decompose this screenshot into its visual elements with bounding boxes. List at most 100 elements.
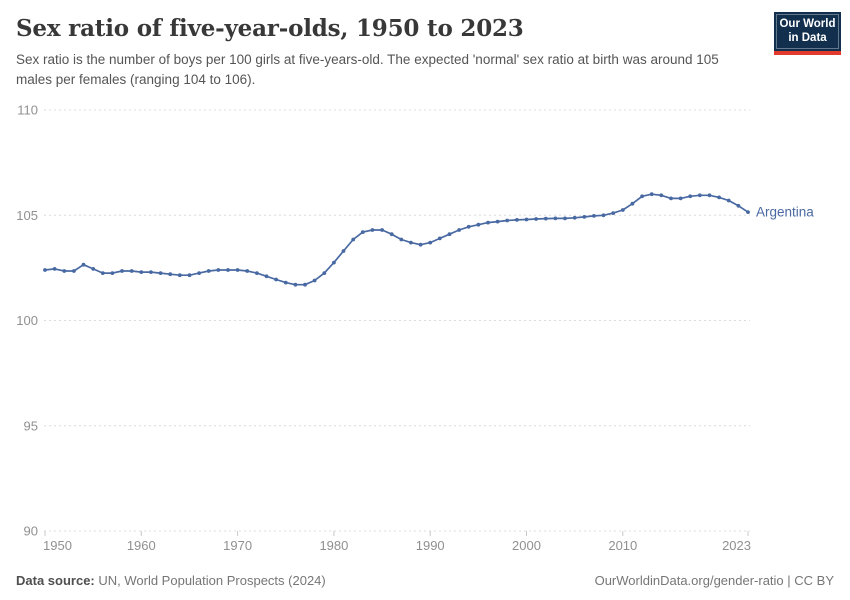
chart-footer: Data source: UN, World Population Prospe… <box>16 573 834 588</box>
data-point[interactable] <box>322 271 327 275</box>
x-tick-label-1980: 1980 <box>319 538 348 553</box>
data-point[interactable] <box>197 271 202 275</box>
data-point[interactable] <box>283 280 288 285</box>
data-point[interactable] <box>389 232 394 237</box>
data-point[interactable] <box>245 269 250 273</box>
data-point[interactable] <box>543 216 548 221</box>
data-point[interactable] <box>524 217 529 222</box>
data-point[interactable] <box>601 213 606 218</box>
data-point[interactable] <box>110 271 115 275</box>
data-point[interactable] <box>640 194 644 199</box>
data-point[interactable] <box>360 230 365 235</box>
data-point[interactable] <box>380 228 384 232</box>
logo-text-line2: in Data <box>788 31 827 44</box>
data-point[interactable] <box>332 260 336 265</box>
x-tick-label-1970: 1970 <box>223 538 252 553</box>
data-point[interactable] <box>72 269 76 273</box>
data-point[interactable] <box>255 271 259 275</box>
data-point[interactable] <box>678 196 683 201</box>
data-point[interactable] <box>505 218 510 223</box>
logo-red-bar <box>774 51 841 55</box>
data-point[interactable] <box>534 217 538 221</box>
data-point[interactable] <box>226 268 230 272</box>
data-point[interactable] <box>129 269 134 273</box>
y-tick-label-105: 105 <box>16 208 38 223</box>
data-source: Data source: UN, World Population Prospe… <box>16 573 326 588</box>
data-point[interactable] <box>649 192 654 197</box>
data-point[interactable] <box>168 272 173 277</box>
data-point[interactable] <box>515 218 519 222</box>
data-point[interactable] <box>746 210 750 215</box>
data-point[interactable] <box>370 228 375 232</box>
data-point[interactable] <box>457 228 461 232</box>
data-source-label: Data source: <box>16 573 95 588</box>
x-tick-label-2000: 2000 <box>512 538 541 553</box>
x-tick-label-1990: 1990 <box>416 538 445 553</box>
data-point[interactable] <box>177 273 182 278</box>
series-label-argentina[interactable]: Argentina <box>756 205 814 220</box>
x-tick-label-1960: 1960 <box>127 538 156 553</box>
x-tick-label-2010: 2010 <box>608 538 637 553</box>
data-point[interactable] <box>592 214 596 218</box>
data-source-text: UN, World Population Prospects (2024) <box>94 573 326 588</box>
data-point[interactable] <box>437 236 442 241</box>
data-point[interactable] <box>476 222 481 227</box>
data-point[interactable] <box>341 249 346 253</box>
data-point[interactable] <box>81 262 86 267</box>
data-point[interactable] <box>736 203 741 208</box>
data-point[interactable] <box>120 269 124 273</box>
data-point[interactable] <box>303 282 307 287</box>
data-point[interactable] <box>293 282 298 287</box>
data-point[interactable] <box>707 193 712 198</box>
data-point[interactable] <box>669 196 673 201</box>
data-point[interactable] <box>418 242 423 247</box>
logo-text-line1: Our World <box>779 17 836 30</box>
data-point[interactable] <box>91 267 96 271</box>
data-point[interactable] <box>409 240 413 245</box>
data-point[interactable] <box>100 271 105 275</box>
owid-logo[interactable]: Our World in Data <box>774 12 841 55</box>
data-point[interactable] <box>235 268 240 272</box>
data-point[interactable] <box>495 219 500 224</box>
x-tick-label-1950: 1950 <box>43 538 72 553</box>
data-point[interactable] <box>312 278 317 283</box>
data-point[interactable] <box>351 237 356 242</box>
y-tick-label-100: 100 <box>16 313 38 328</box>
data-point[interactable] <box>611 211 616 216</box>
data-point[interactable] <box>717 195 721 200</box>
data-point[interactable] <box>399 237 404 242</box>
data-point[interactable] <box>139 270 144 274</box>
owid-link[interactable]: OurWorldinData.org/gender-ratio | CC BY <box>594 573 834 588</box>
data-point[interactable] <box>428 240 433 245</box>
data-point[interactable] <box>158 271 163 275</box>
data-point[interactable] <box>62 269 67 273</box>
data-point[interactable] <box>563 216 567 221</box>
data-point[interactable] <box>630 201 635 206</box>
data-point[interactable] <box>620 208 625 212</box>
data-point[interactable] <box>206 269 211 273</box>
data-point[interactable] <box>216 268 221 272</box>
data-point[interactable] <box>688 194 693 199</box>
chart-title: Sex ratio of five-year-olds, 1950 to 202… <box>16 15 524 42</box>
data-point[interactable] <box>149 270 153 274</box>
x-tick-label-2023: 2023 <box>722 538 751 553</box>
data-point[interactable] <box>466 224 471 229</box>
data-point[interactable] <box>572 215 577 220</box>
data-point[interactable] <box>43 268 47 272</box>
data-point[interactable] <box>582 215 587 219</box>
data-point[interactable] <box>264 274 269 279</box>
y-tick-label-90: 90 <box>24 524 38 539</box>
data-point[interactable] <box>659 193 664 198</box>
data-point[interactable] <box>447 232 452 237</box>
owid-logo-box: Our World in Data <box>774 12 841 51</box>
data-point[interactable] <box>726 198 731 203</box>
data-point[interactable] <box>274 277 278 282</box>
chart-subtitle: Sex ratio is the number of boys per 100 … <box>16 52 719 87</box>
data-point[interactable] <box>486 220 490 225</box>
data-point[interactable] <box>187 273 192 278</box>
data-point[interactable] <box>52 267 57 271</box>
data-point[interactable] <box>553 216 558 221</box>
y-tick-label-95: 95 <box>24 418 38 433</box>
data-point[interactable] <box>697 193 702 198</box>
